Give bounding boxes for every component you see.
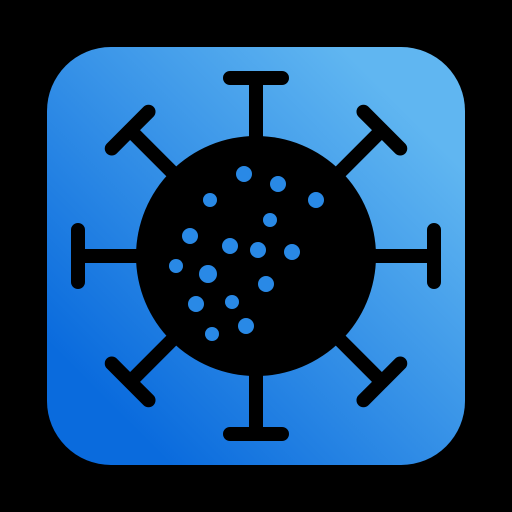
virus-dot — [284, 244, 300, 260]
virus-dot — [308, 192, 324, 208]
virus-dot — [270, 176, 286, 192]
virus-dot — [205, 327, 219, 341]
virus-dot — [199, 265, 217, 283]
virus-dot — [203, 193, 217, 207]
virus-dot — [222, 238, 238, 254]
virus-icon — [0, 0, 512, 512]
virus-dot — [263, 213, 277, 227]
virus-dot — [188, 296, 204, 312]
virus-dot — [225, 295, 239, 309]
virus-dot — [250, 242, 266, 258]
virus-glyph — [78, 78, 434, 434]
virus-dot — [238, 318, 254, 334]
virus-dot — [169, 259, 183, 273]
virus-dot — [258, 276, 274, 292]
virus-dot — [182, 228, 198, 244]
virus-dot — [236, 166, 252, 182]
